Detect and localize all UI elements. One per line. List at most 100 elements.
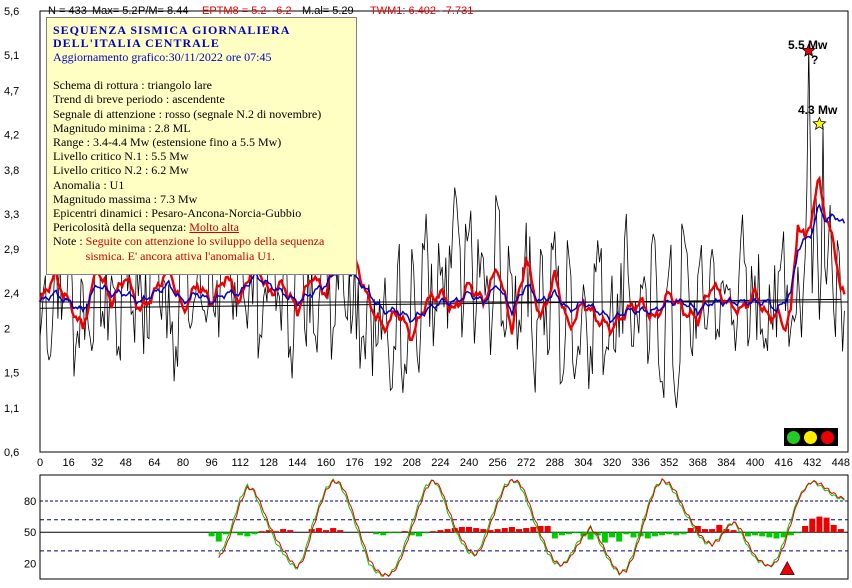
oscillator-histogram-bar: [265, 530, 272, 533]
info-line: Magnitudo massima : 7.3 Mw: [53, 191, 198, 206]
oscillator-histogram-bar: [752, 532, 759, 536]
info-line: Anomalia : U1: [53, 177, 125, 192]
green-light-icon: [787, 431, 800, 444]
oscillator-histogram-bar: [673, 532, 680, 536]
triangle-signal-icon: [779, 560, 795, 575]
info-title-line-1: SEQUENZA SISMICA GIORNALIERA: [53, 23, 291, 37]
oscillator-histogram-bar: [423, 532, 430, 534]
oscillator-histogram-bar: [766, 532, 773, 538]
oscillator-histogram-bar: [244, 532, 251, 537]
yellow-light-icon: [804, 431, 817, 444]
x-tick-label: 112: [231, 457, 249, 469]
oscillator-histogram-bar: [501, 528, 508, 533]
y-tick-label: 5,6: [4, 6, 19, 18]
oscillator-green-line: [218, 478, 845, 577]
oscillator-red-line: [218, 478, 845, 578]
info-line: Trend di breve periodo : ascendente: [53, 92, 225, 107]
info-line: Livello critico N.2 : 6.2 Mw: [53, 163, 189, 178]
oscillator-histogram-bar: [494, 529, 501, 533]
oscillator-histogram-bar: [458, 527, 465, 533]
oscillator-histogram-bar: [337, 530, 344, 533]
x-tick-label: 368: [689, 457, 707, 469]
y-tick-label: 2: [4, 324, 10, 336]
x-tick-label: 320: [603, 457, 621, 469]
x-tick-label: 240: [460, 457, 478, 469]
x-tick-label: 0: [37, 457, 43, 469]
x-tick-label: 32: [91, 457, 103, 469]
y-tick-label: 3,8: [4, 165, 19, 177]
oscillator-histogram-bar: [473, 528, 480, 533]
x-tick-label: 416: [774, 457, 792, 469]
oscillator-histogram-bar: [651, 532, 658, 537]
x-tick-label: 256: [488, 457, 506, 469]
oscillator-histogram-bar: [222, 532, 229, 535]
oscillator-histogram-bar: [516, 529, 523, 533]
oscillator-histogram-bar: [558, 532, 565, 536]
osc-y-tick-label: 20: [24, 558, 36, 570]
x-tick-label: 400: [746, 457, 764, 469]
oscillator-histogram-bar: [251, 532, 258, 535]
oscillator-histogram-bar: [315, 528, 322, 533]
oscillator-histogram-bar: [394, 532, 401, 534]
oscillator-histogram-bar: [408, 532, 415, 536]
x-tick-label: 304: [574, 457, 592, 469]
oscillator-histogram-bar: [208, 532, 215, 537]
info-line: Epicentri dinamici : Pesaro-Ancona-Norci…: [53, 206, 302, 221]
oscillator-histogram-bar: [616, 532, 623, 542]
info-panel: SEQUENZA SISMICA GIORNALIERA DELL'ITALIA…: [46, 17, 357, 275]
oscillator-histogram-bar: [466, 527, 473, 533]
oscillator-histogram-bar: [816, 516, 823, 533]
oscillator-histogram-bar: [287, 530, 294, 533]
note-row: Note : Seguite con attenzione lo svilupp…: [53, 234, 350, 262]
y-tick-label: 3,3: [4, 209, 19, 221]
osc-y-tick-label: 80: [24, 496, 36, 508]
x-tick-label: 288: [546, 457, 564, 469]
oscillator-histogram-bar: [773, 532, 780, 539]
oscillator-histogram-bar: [573, 532, 580, 534]
oscillator-histogram-bar: [415, 532, 422, 537]
hazard-value: Molto alta: [189, 220, 239, 235]
oscillator-histogram-bar: [802, 525, 809, 533]
info-line: Range : 3.4-4.4 Mw (estensione fino a 5.…: [53, 135, 282, 150]
oscillator-histogram-bar: [737, 532, 744, 534]
note-label: Note :: [53, 234, 83, 249]
y-tick-label: 4,7: [4, 85, 19, 97]
oscillator-histogram-bar: [566, 532, 573, 535]
x-tick-label: 48: [120, 457, 132, 469]
oscillator-histogram-bar: [380, 532, 387, 536]
oscillator-histogram-bar: [387, 532, 394, 534]
oscillator-histogram-bar: [523, 528, 530, 533]
x-tick-label: 336: [631, 457, 649, 469]
oscillator-histogram-bar: [609, 532, 616, 538]
oscillator-histogram-bar: [272, 531, 279, 533]
oscillator-histogram-bar: [809, 518, 816, 533]
oscillator-histogram-bar: [759, 532, 766, 537]
info-line: Livello critico N.1 : 5.5 Mw: [53, 149, 189, 164]
oscillator-histogram-bar: [544, 525, 551, 533]
oscillator-histogram-bar: [237, 532, 244, 536]
oscillator-histogram-bar: [666, 532, 673, 535]
oscillator-histogram-bar: [215, 532, 222, 542]
x-tick-label: 432: [803, 457, 821, 469]
x-tick-label: 448: [832, 457, 850, 469]
peak-annotation-question: ?: [811, 53, 818, 67]
peak-star-red-icon: [801, 43, 816, 57]
magnitude-series-line: [39, 46, 845, 408]
x-tick-label: 64: [148, 457, 160, 469]
osc-y-tick-label: 50: [24, 527, 36, 539]
oscillator-histogram-bar: [487, 530, 494, 533]
oscillator-histogram-bar: [730, 530, 737, 533]
info-title-line-2: DELL'ITALIA CENTRALE: [53, 36, 220, 50]
oscillator-histogram-bar: [601, 532, 608, 543]
blue-average-line: [39, 203, 846, 324]
oscillator-histogram-bar: [373, 532, 380, 535]
x-tick-label: 192: [374, 457, 392, 469]
oscillator-histogram-bar: [401, 531, 408, 533]
x-tick-label: 128: [260, 457, 278, 469]
header-pm-label: P/M= 8.44: [138, 5, 188, 17]
oscillator-histogram-bar: [623, 532, 630, 535]
oscillator-histogram-bar: [687, 528, 694, 533]
x-tick-label: 160: [317, 457, 335, 469]
